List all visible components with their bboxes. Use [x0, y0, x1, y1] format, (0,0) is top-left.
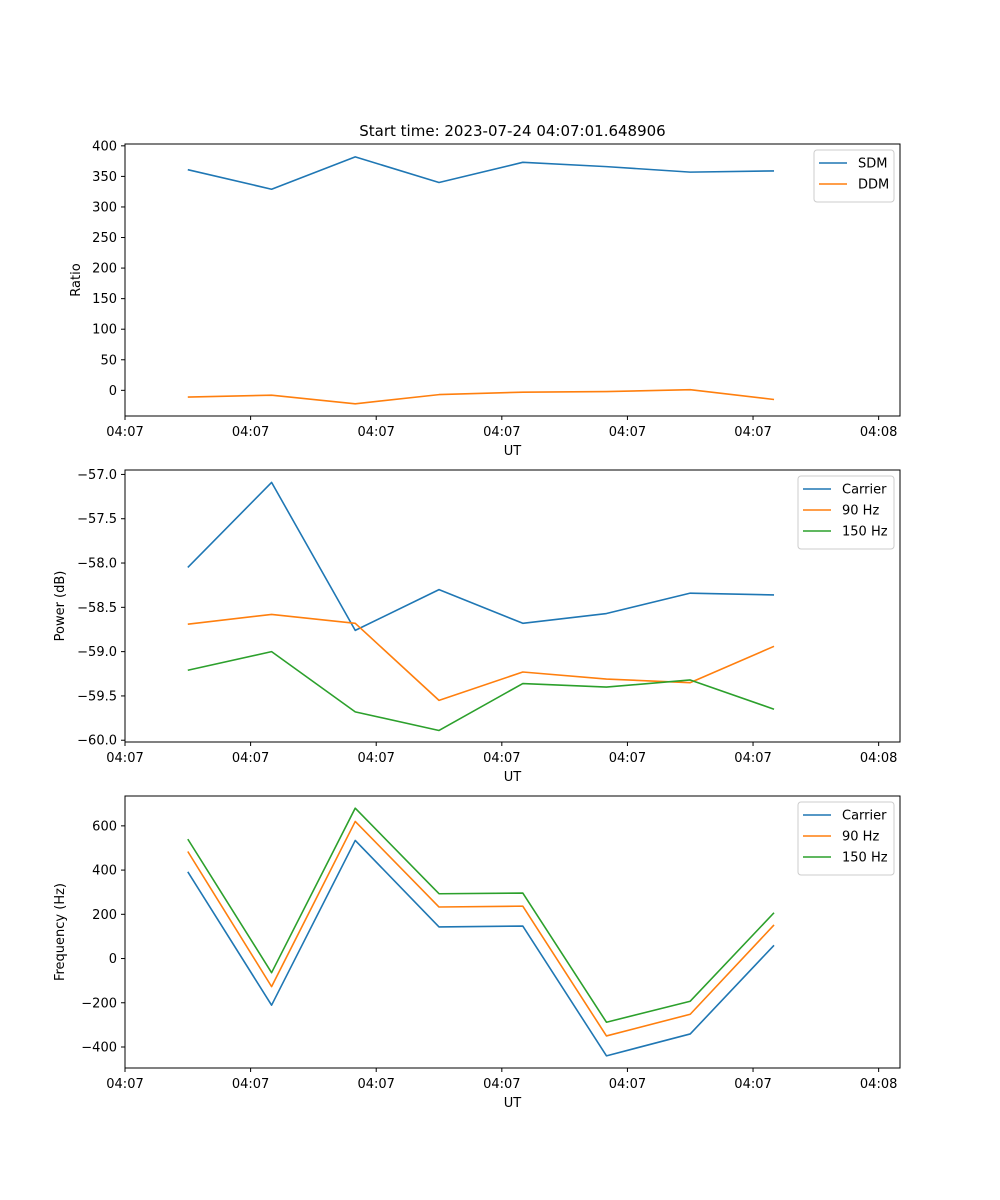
- power-plot-frame: [124, 469, 901, 743]
- power-x-tick-label: 04:07: [106, 751, 143, 766]
- frequency-legend-label: 150 Hz: [842, 851, 888, 866]
- frequency-x-tick-label: 04:08: [860, 1077, 897, 1092]
- power-series-carrier-line: [187, 481, 775, 632]
- frequency-legend-label: Carrier: [842, 809, 887, 824]
- ratio-legend-label: SDM: [858, 157, 887, 172]
- power-y-tick-label: −57.0: [77, 468, 117, 483]
- ratio-series-ddm-line: [187, 388, 775, 405]
- frequency-series-150-hz-line: [187, 807, 775, 1024]
- frequency-x-tick-label: 04:07: [609, 1077, 646, 1092]
- frequency-y-tick-label: 400: [92, 864, 117, 879]
- frequency-series-90-hz-line: [187, 820, 775, 1037]
- ratio-plot-frame: [124, 143, 901, 417]
- ratio-y-tick-label: 100: [92, 323, 117, 338]
- ratio-y-tick-label: 400: [92, 139, 117, 154]
- power-y-tick-label: −57.5: [77, 512, 117, 527]
- ratio-x-tick-label: 04:07: [106, 425, 143, 440]
- power-x-tick-label: 04:07: [734, 751, 771, 766]
- frequency-y-tick-label: 0: [109, 952, 117, 967]
- frequency-legend-label: 90 Hz: [842, 830, 879, 845]
- ratio-x-tick-label: 04:07: [232, 425, 269, 440]
- frequency-y-tick-label: 200: [92, 908, 117, 923]
- power-legend-label: 90 Hz: [842, 504, 879, 519]
- ratio-x-tick-label: 04:07: [734, 425, 771, 440]
- ratio-legend-label: DDM: [858, 178, 889, 193]
- power-x-tick-label: 04:07: [483, 751, 520, 766]
- ratio-y-tick-label: 300: [92, 200, 117, 215]
- power-y-axis-label: Power (dB): [53, 571, 68, 642]
- frequency-legend: Carrier 90 Hz 150 Hz: [797, 801, 895, 876]
- ratio-y-tick-label: 0: [109, 384, 117, 399]
- power-legend: Carrier 90 Hz 150 Hz: [797, 475, 895, 550]
- ratio-series-sdm-line: [187, 156, 775, 191]
- ratio-y-tick-label: 350: [92, 170, 117, 185]
- frequency-y-tick-label: −200: [81, 996, 117, 1011]
- frequency-y-tick-label: −400: [81, 1040, 117, 1055]
- ratio-y-tick-label: 50: [100, 353, 117, 368]
- frequency-x-tick-label: 04:07: [357, 1077, 394, 1092]
- panel-power: 04:07 04:07 04:07 04:07 04:07 04:07 04:08 −60.0…: [53, 468, 901, 785]
- power-y-tick-label: −58.0: [77, 557, 117, 572]
- power-legend-label: Carrier: [842, 483, 887, 498]
- power-legend-label: 150 Hz: [842, 525, 888, 540]
- power-x-tick-label: 04:07: [609, 751, 646, 766]
- ratio-y-tick-label: 250: [92, 231, 117, 246]
- frequency-x-axis-label: UT: [504, 1096, 522, 1111]
- frequency-x-tick-label: 04:07: [232, 1077, 269, 1092]
- ratio-y-tick-label: 150: [92, 292, 117, 307]
- ratio-legend: SDM DDM: [813, 149, 895, 203]
- power-y-tick-label: −59.0: [77, 645, 117, 660]
- frequency-x-tick-label: 04:07: [483, 1077, 520, 1092]
- power-x-tick-label: 04:07: [232, 751, 269, 766]
- frequency-plot-frame: [124, 795, 901, 1069]
- frequency-y-tick-label: 600: [92, 819, 117, 834]
- power-y-tick-label: −60.0: [77, 734, 117, 749]
- ratio-x-tick-label: 04:07: [609, 425, 646, 440]
- power-y-tick-label: −59.5: [77, 689, 117, 704]
- power-x-tick-label: 04:07: [357, 751, 394, 766]
- panel-frequency: 04:07 04:07 04:07 04:07 04:07 04:07 04:08 −400 −…: [53, 795, 901, 1111]
- ratio-x-tick-label: 04:07: [357, 425, 394, 440]
- ratio-x-tick-label: 04:07: [483, 425, 520, 440]
- power-x-tick-label: 04:08: [860, 751, 897, 766]
- power-series-150-hz-line: [187, 650, 775, 732]
- figure-title: Start time: 2023-07-24 04:07:01.648906: [359, 122, 665, 140]
- ratio-x-tick-label: 04:08: [860, 425, 897, 440]
- ratio-y-axis-label: Ratio: [69, 263, 84, 296]
- panel-ratio: 04:07 04:07 04:07 04:07 04:07 04:07 04:08 0 50 10…: [69, 139, 901, 459]
- power-y-tick-label: −58.5: [77, 601, 117, 616]
- frequency-x-tick-label: 04:07: [734, 1077, 771, 1092]
- ratio-x-axis-label: UT: [504, 444, 522, 459]
- frequency-y-axis-label: Frequency (Hz): [53, 883, 68, 981]
- frequency-series-carrier-line: [187, 839, 775, 1057]
- frequency-x-tick-label: 04:07: [106, 1077, 143, 1092]
- power-x-axis-label: UT: [504, 770, 522, 785]
- ratio-y-tick-label: 200: [92, 262, 117, 277]
- power-series-90-hz-line: [187, 613, 775, 702]
